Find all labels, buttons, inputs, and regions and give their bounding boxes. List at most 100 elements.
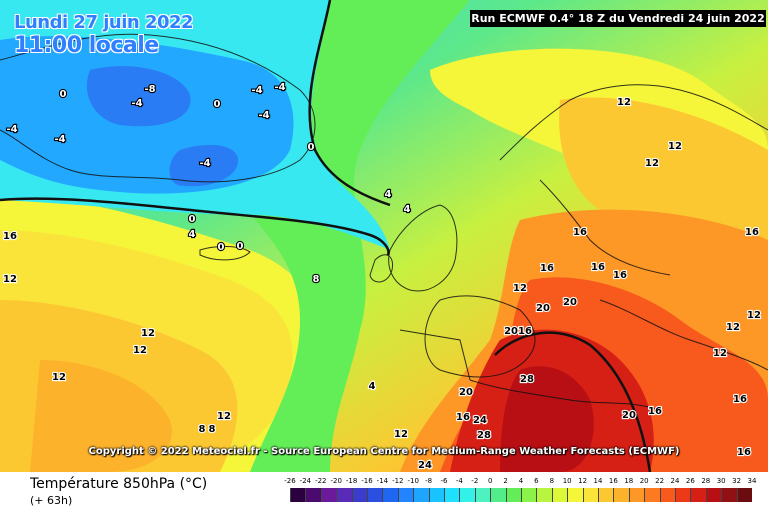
deep-blue-patch (169, 144, 239, 187)
contour-label: 12 (217, 411, 231, 422)
legend-tick-label: 18 (624, 477, 634, 485)
contour-label: 24 (473, 415, 487, 426)
legend-tick-label: 2 (503, 477, 508, 485)
contour-label: -4 (6, 124, 17, 135)
contour-label: 2016 (504, 326, 532, 337)
contour-label: 0 (218, 242, 225, 253)
contour-label: 12 (668, 141, 682, 152)
contour-label: 0 (189, 214, 196, 225)
orange-zone-north (559, 97, 768, 260)
legend-color-cell (721, 488, 737, 502)
contour-label: 4 (369, 381, 376, 392)
legend-tick-label: -2 (471, 477, 479, 485)
legend-color-cell (736, 488, 752, 502)
bold-isotherms (0, 0, 652, 472)
legend-color-cell (444, 488, 460, 502)
legend-color-cell (397, 488, 414, 502)
contour-label: 20 (622, 410, 636, 421)
contour-label: 0 (237, 241, 244, 252)
contour-labels-warm: 12 12 12 16 16 16 16 16 16 12 12 20 20 2016 12 12 12 12 12… (2, 96, 762, 472)
legend-color-cell (582, 488, 598, 502)
contour-label: -4 (258, 110, 269, 121)
legend-color-cell (628, 488, 645, 502)
legend-tick-label: -16 (361, 477, 373, 485)
contour-label: 12 (713, 348, 727, 359)
color-scale: -26 -24 -22 -20 -18 -16 -14 -12 -10 -8 -6 -4 -2 0 2 4 6 8… (282, 477, 756, 505)
legend-tick-label: 16 (608, 477, 618, 485)
legend-tick-label: 6 (534, 477, 539, 485)
legend-tick-label: 26 (685, 477, 695, 485)
temperature-map: -8 -4 -4 -4 -4 -4 -4 -4 0 0 0 0 0 0 4 4 4 8 12 12 12 16 16 16 1… (0, 0, 768, 472)
legend-color-cell (474, 488, 491, 502)
legend-tick-label: 0 (487, 477, 493, 485)
forecast-time: 11:00 locale (14, 33, 159, 58)
contour-label: 12 (394, 429, 408, 440)
legend-color-cell (290, 488, 306, 502)
legend-tick-label: 20 (639, 477, 649, 485)
contour-label: 4 (404, 204, 411, 215)
legend-color-cell (367, 488, 383, 502)
contour-label: 16 (613, 270, 627, 281)
legend-tick-label: 28 (701, 477, 711, 485)
contour-label: -4 (274, 82, 285, 93)
run-info-banner: Run ECMWF 0.4° 18 Z du Vendredi 24 juin … (470, 10, 766, 27)
contour-label: 12 (133, 345, 147, 356)
contour-label: 12 (617, 97, 631, 108)
legend-tick-label: -4 (455, 477, 463, 485)
contour-label: 20 (459, 387, 473, 398)
legend-color-cell (336, 488, 352, 502)
legend-color-cell (644, 488, 660, 502)
legend-tick-label: 8 (549, 477, 555, 485)
contour-label: 16 (745, 227, 759, 238)
contour-label: 16 (733, 394, 747, 405)
legend-color-cell (459, 488, 475, 502)
contour-label: 16 (456, 412, 470, 423)
legend-color-cell (490, 488, 506, 502)
legend-color-cell (505, 488, 521, 502)
legend-color-cell (659, 488, 675, 502)
legend-tick-label: -6 (440, 477, 448, 485)
legend-color-cell (705, 488, 722, 502)
legend-tick-label: -12 (392, 477, 404, 485)
legend-color-cell (567, 488, 583, 502)
contour-label: 12 (52, 372, 66, 383)
legend-color-cell (551, 488, 568, 502)
contour-label: 0 (308, 142, 315, 153)
legend-tick-label: 22 (655, 477, 665, 485)
legend-tick-label: 10 (562, 477, 572, 485)
legend-color-cell (690, 488, 706, 502)
contour-label: -4 (199, 158, 210, 169)
legend-color-cell (675, 488, 691, 502)
contour-label: 20 (563, 297, 577, 308)
contour-label: 12 (645, 158, 659, 169)
contour-label: -4 (54, 134, 65, 145)
legend-color-cell (382, 488, 398, 502)
legend-tick-label: 4 (518, 477, 524, 485)
legend-color-cell (351, 488, 367, 502)
legend-tick-label: -18 (345, 477, 358, 485)
contour-label: 8 (313, 274, 320, 285)
contour-label: 28 (520, 374, 534, 385)
contour-label: 8 (199, 424, 206, 435)
legend-tick-label: 30 (716, 477, 726, 485)
legend-subtitle: (+ 63h) (30, 494, 73, 507)
contour-label: 12 (3, 274, 17, 285)
contour-label: 28 (477, 430, 491, 441)
legend-color-cell (413, 488, 429, 502)
legend-color-cell (613, 488, 629, 502)
contour-label: 4 (385, 189, 392, 200)
contour-label: -4 (131, 98, 142, 109)
legend-title: Température 850hPa (°C) (30, 476, 208, 492)
legend-tick-label: 12 (578, 477, 588, 485)
contour-label: 0 (214, 99, 221, 110)
legend-tick-label: -14 (376, 477, 389, 485)
legend-tick-label: 14 (593, 477, 603, 485)
forecast-date: Lundi 27 juin 2022 (14, 12, 194, 33)
copyright-text: Copyright © 2022 Meteociel.fr - Source E… (88, 446, 680, 457)
contour-label: 16 (540, 263, 554, 274)
contour-label: 12 (747, 310, 761, 321)
contour-label: 16 (737, 447, 751, 458)
legend-tick-label: -8 (425, 477, 433, 485)
legend-tick-label: -24 (299, 477, 312, 485)
